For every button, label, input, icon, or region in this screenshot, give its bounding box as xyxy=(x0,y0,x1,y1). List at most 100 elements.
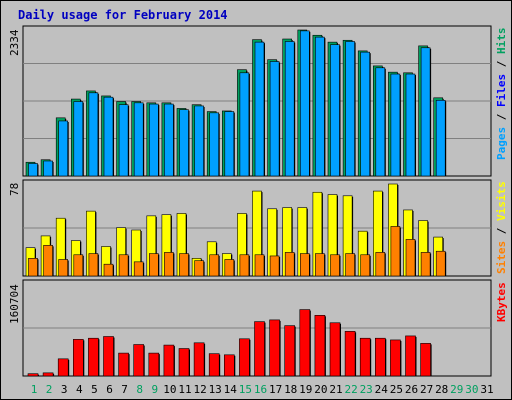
legend-entry: / xyxy=(495,221,508,242)
bar-files-day-12 xyxy=(194,105,204,177)
bar-kbytes-day-1 xyxy=(27,373,39,377)
x-tick-label: 9 xyxy=(151,383,159,396)
bar-kbytes-day-4 xyxy=(73,339,84,377)
x-tick-label: 7 xyxy=(121,383,128,396)
bar-files-day-17 xyxy=(269,61,280,177)
bar-sites-day-10 xyxy=(164,252,174,277)
x-tick-label: 3 xyxy=(60,383,68,396)
legend-entry: / xyxy=(495,107,508,127)
bar-kbytes-day-21 xyxy=(329,322,341,377)
bar-files-day-25 xyxy=(390,73,401,177)
bar-sites-day-17 xyxy=(269,255,280,277)
legend-entry: KBytes xyxy=(495,281,508,322)
bar-sites-day-20 xyxy=(315,253,325,277)
x-tick-label: 24 xyxy=(374,383,388,396)
bar-sites-day-25 xyxy=(390,226,401,277)
bar-sites-day-2 xyxy=(43,245,53,277)
x-tick-label: 19 xyxy=(299,383,313,396)
bar-kbytes-day-20 xyxy=(314,315,326,377)
bar-files-day-18 xyxy=(284,41,295,177)
bar-files-day-4 xyxy=(73,101,84,177)
bar-files-day-6 xyxy=(103,96,114,177)
bar-sites-day-5 xyxy=(88,253,99,277)
x-tick-label: 28 xyxy=(435,383,449,396)
bar-files-day-7 xyxy=(118,104,129,177)
bar-sites-day-13 xyxy=(209,254,219,277)
bar-files-day-21 xyxy=(330,44,340,177)
bar-files-day-26 xyxy=(405,73,416,177)
bar-kbytes-day-3 xyxy=(57,358,69,377)
x-tick-label: 26 xyxy=(404,383,419,396)
bar-sites-day-26 xyxy=(405,239,416,277)
x-tick-label: 18 xyxy=(284,383,298,396)
bar-sites-day-24 xyxy=(375,252,386,277)
bar-sites-day-18 xyxy=(284,252,295,277)
bar-kbytes-day-26 xyxy=(405,335,416,377)
bar-files-day-1 xyxy=(28,163,38,177)
x-tick-label: 27 xyxy=(419,383,434,396)
bar-files-day-11 xyxy=(179,109,189,177)
bar-files-day-14 xyxy=(224,111,235,177)
ymax-label-hits-files-pages: 2334 xyxy=(8,29,21,57)
x-tick-label: 16 xyxy=(253,383,268,396)
bar-kbytes-day-2 xyxy=(42,372,54,377)
legend-entry: Sites xyxy=(495,241,508,275)
bar-sites-day-7 xyxy=(118,254,129,277)
legend-hits-files-pages: Pages / Files / Hits xyxy=(495,28,508,161)
bar-files-day-2 xyxy=(43,160,53,177)
legend-entry: Pages xyxy=(495,126,508,160)
bar-sites-day-11 xyxy=(179,253,189,277)
bar-kbytes-day-22 xyxy=(344,331,356,377)
x-tick-label: 17 xyxy=(268,383,283,396)
x-tick-label: 1 xyxy=(30,383,38,396)
bar-sites-day-14 xyxy=(224,259,235,277)
bar-files-day-20 xyxy=(315,36,325,177)
bar-kbytes-day-12 xyxy=(193,342,205,377)
bar-files-day-24 xyxy=(375,67,386,177)
legend-entry: Visits xyxy=(495,181,508,222)
bar-sites-day-27 xyxy=(420,252,431,277)
legend-entry: / xyxy=(495,54,508,74)
bar-kbytes-day-10 xyxy=(163,344,175,377)
bar-kbytes-day-16 xyxy=(254,321,265,377)
bar-kbytes-day-24 xyxy=(374,337,386,377)
bar-sites-day-22 xyxy=(345,253,355,277)
bar-files-day-5 xyxy=(88,92,99,177)
x-tick-label: 15 xyxy=(238,383,253,396)
bar-kbytes-day-19 xyxy=(299,309,311,377)
bar-kbytes-day-5 xyxy=(88,337,99,377)
bar-files-day-9 xyxy=(149,103,159,177)
ymax-label-kbytes: 160704 xyxy=(8,284,21,324)
bar-files-day-15 xyxy=(239,72,250,177)
x-tick-label: 29 xyxy=(450,383,464,396)
bar-sites-day-8 xyxy=(133,261,144,277)
bar-files-day-22 xyxy=(345,41,355,177)
bar-kbytes-day-7 xyxy=(118,352,129,377)
x-tick-label: 21 xyxy=(329,383,343,396)
bar-sites-day-21 xyxy=(330,254,340,277)
bar-kbytes-day-14 xyxy=(224,354,235,377)
bar-sites-day-23 xyxy=(360,254,371,277)
bar-kbytes-day-8 xyxy=(133,344,144,377)
bar-sites-day-4 xyxy=(73,254,84,277)
bar-sites-day-3 xyxy=(58,259,69,277)
bar-kbytes-day-23 xyxy=(359,337,371,377)
x-tick-label: 2 xyxy=(45,383,53,396)
x-tick-label: 20 xyxy=(314,383,328,396)
bar-kbytes-day-27 xyxy=(420,343,431,377)
x-tick-label: 5 xyxy=(91,383,98,396)
legend-entry: Files xyxy=(495,73,508,107)
bar-files-day-10 xyxy=(164,103,174,177)
bar-sites-day-16 xyxy=(254,254,265,277)
bar-sites-day-15 xyxy=(239,254,250,277)
bar-kbytes-day-13 xyxy=(208,353,220,377)
bar-sites-day-1 xyxy=(28,258,38,277)
x-tick-label: 10 xyxy=(163,383,177,396)
ymax-label-visits-sites: 78 xyxy=(8,182,21,196)
x-tick-label: 30 xyxy=(465,383,479,396)
x-tick-label: 11 xyxy=(178,383,192,396)
bar-kbytes-day-18 xyxy=(284,325,296,377)
x-tick-label: 14 xyxy=(223,383,237,396)
